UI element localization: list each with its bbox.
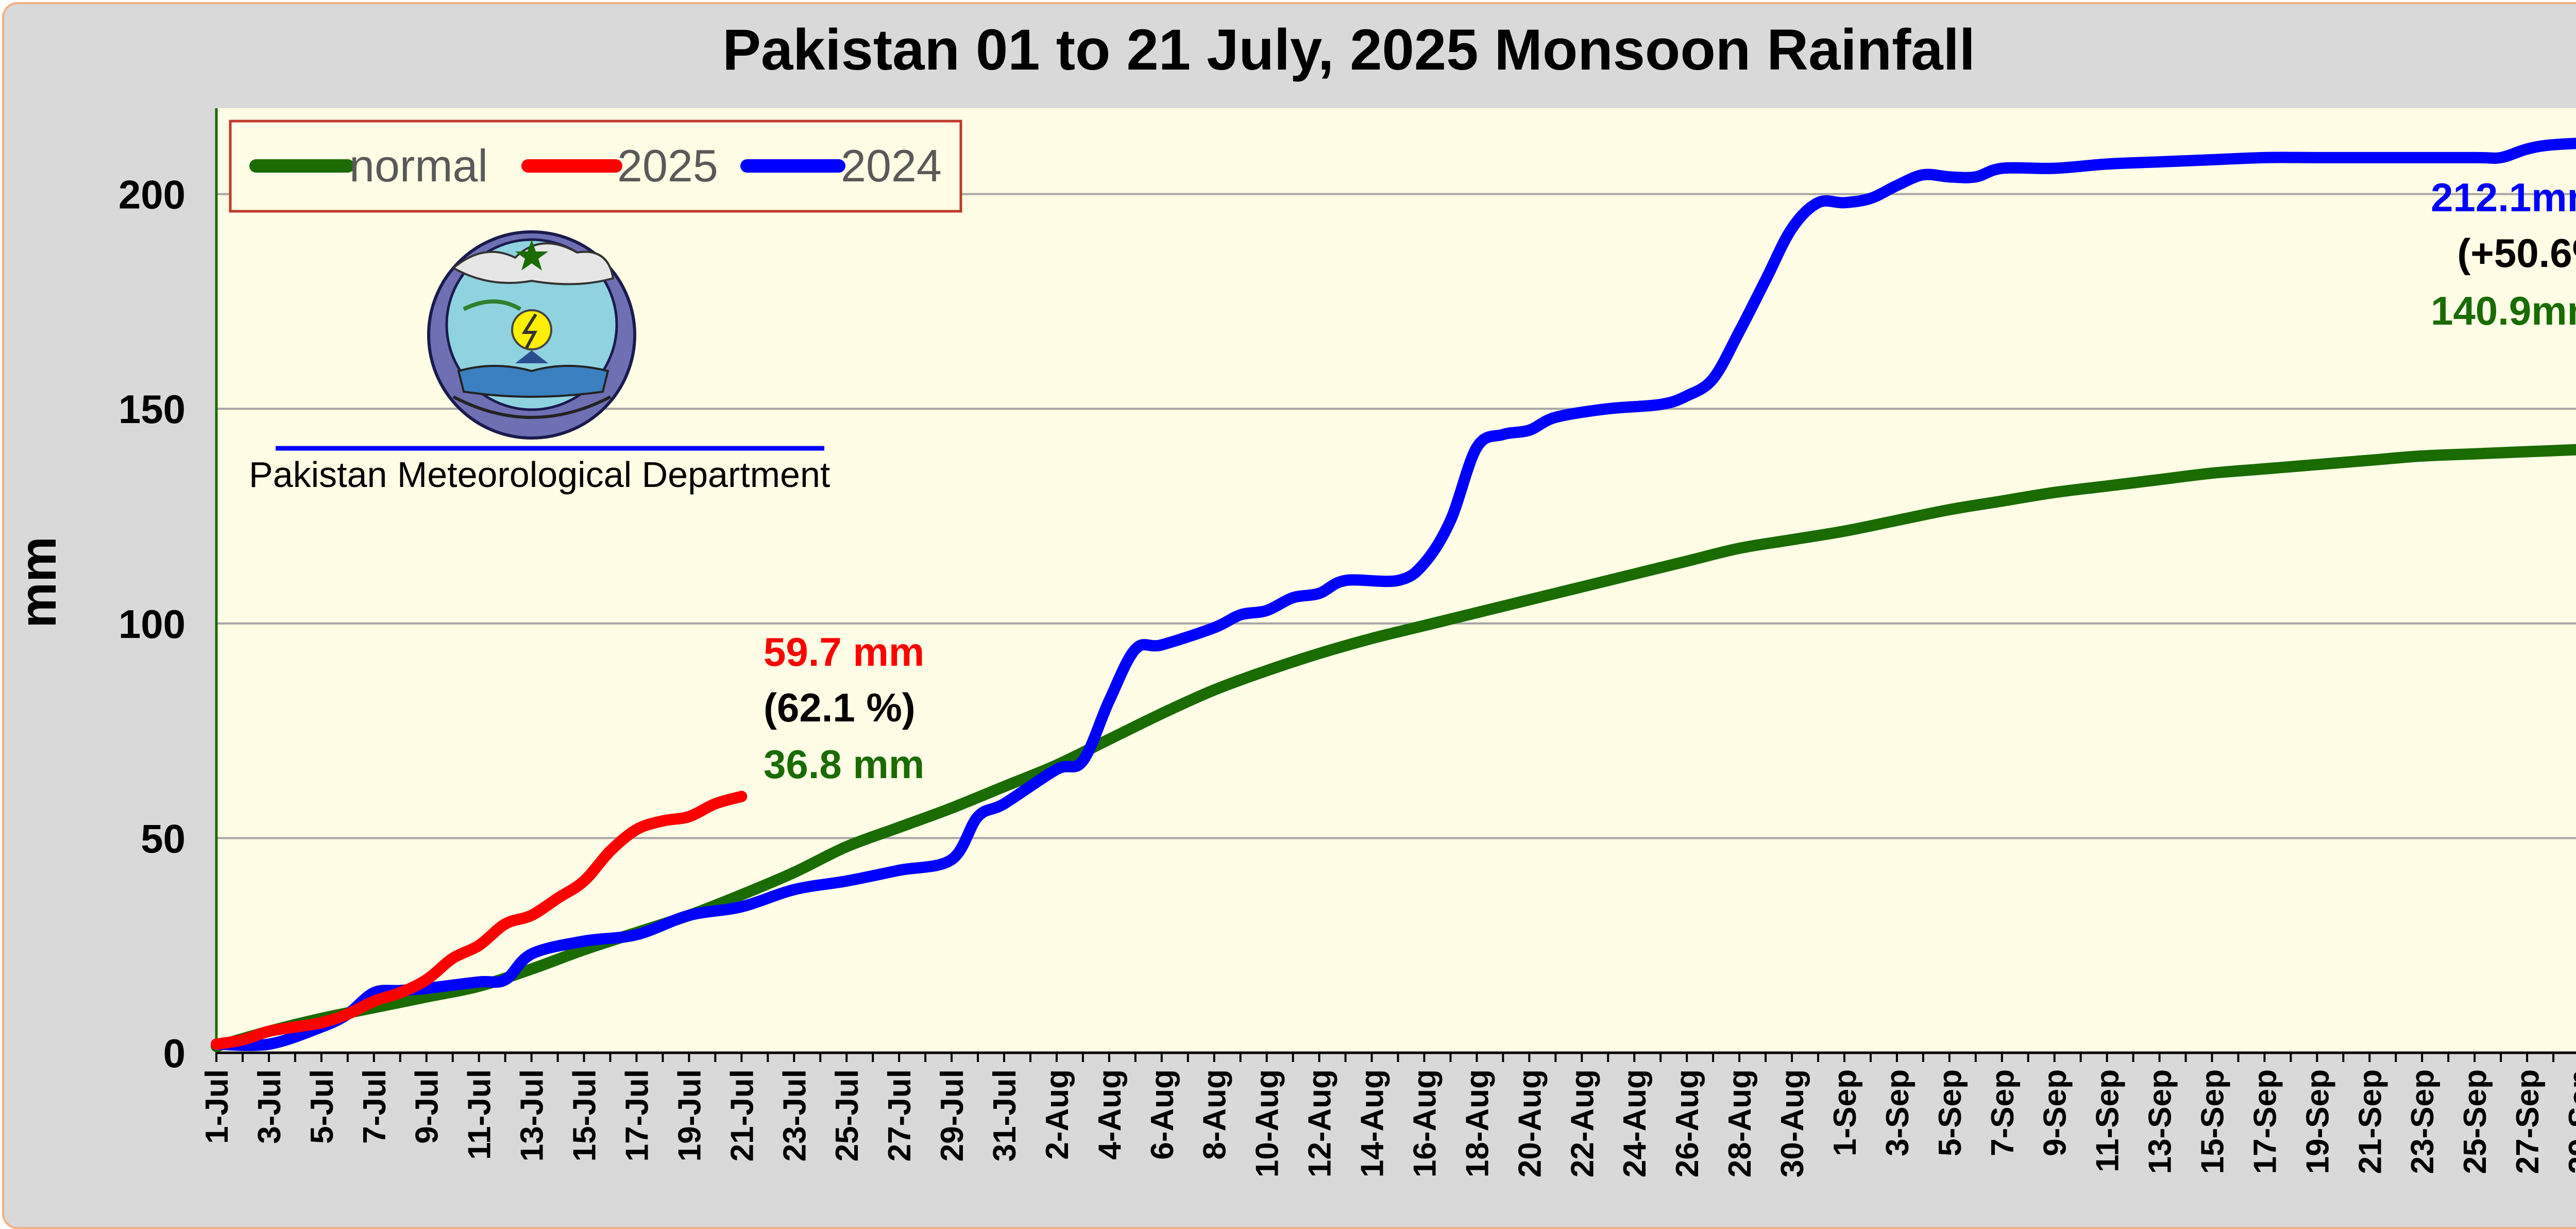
x-tick-label: 13-Jul (515, 1069, 550, 1161)
x-tick-label: 11-Sep (2090, 1069, 2126, 1172)
x-tick-label: 25-Sep (2458, 1069, 2493, 1174)
annotation-2024-percent: (+50.6%) (2457, 230, 2576, 276)
annotation-normal-season: 140.9mm (2431, 288, 2576, 333)
x-tick-label: 9-Sep (2038, 1069, 2073, 1156)
x-tick-label: 9-Jul (410, 1069, 445, 1144)
x-tick-label: 23-Sep (2405, 1069, 2441, 1174)
series-line-2025 (211, 790, 748, 1050)
x-tick-label: 30-Aug (1775, 1069, 1810, 1177)
logo-caption: Pakistan Meteorological Department (249, 454, 830, 495)
x-tick-label: 16-Aug (1407, 1069, 1443, 1177)
annotation-2025-percent: (62.1 %) (764, 685, 916, 730)
x-tick-label: 4-Aug (1092, 1069, 1128, 1160)
x-tick-label: 20-Aug (1512, 1069, 1548, 1177)
x-tick-label: 13-Sep (2143, 1069, 2178, 1174)
series-line-2024 (211, 138, 2576, 1051)
x-tick-label: 5-Jul (304, 1069, 340, 1144)
x-tick-label: 17-Jul (619, 1069, 655, 1161)
x-tick-label: 15-Sep (2195, 1069, 2230, 1174)
x-tick-label: 2-Aug (1040, 1069, 1075, 1160)
x-tick-label: 29-Jul (935, 1069, 970, 1161)
x-tick-label: 7-Sep (1985, 1069, 2021, 1156)
x-tick-label: 27-Sep (2510, 1069, 2546, 1174)
x-tick-label: 12-Aug (1302, 1069, 1338, 1177)
series-lines (211, 138, 2576, 1052)
x-tick-label: 21-Sep (2352, 1069, 2388, 1174)
chart-title: Pakistan 01 to 21 July, 2025 Monsoon Rai… (722, 18, 1975, 82)
x-tick-label: 7-Jul (357, 1069, 393, 1144)
pmd-emblem-icon (276, 230, 824, 451)
x-tick-label: 18-Aug (1460, 1069, 1495, 1177)
x-tick-label: 28-Aug (1722, 1069, 1758, 1177)
x-tick-label: 8-Aug (1197, 1069, 1233, 1160)
x-tick-label: 14-Aug (1355, 1069, 1391, 1177)
legend: normal 2025 2024 (229, 120, 962, 213)
axes (215, 108, 2576, 1062)
x-tick-label: 15-Jul (567, 1069, 603, 1161)
x-tick-label: 19-Jul (672, 1069, 707, 1161)
x-tick-label: 5-Sep (1933, 1069, 1968, 1156)
x-tick-label: 3-Jul (252, 1069, 287, 1144)
x-tick-label: 3-Sep (1880, 1069, 1916, 1156)
x-tick-label: 11-Jul (462, 1069, 498, 1160)
y-tick-label: 50 (141, 816, 185, 861)
y-tick-labels: 0 50 100 150 200 (118, 172, 185, 1076)
x-tick-label: 17-Sep (2247, 1069, 2283, 1174)
x-tick-label: 21-Jul (724, 1069, 760, 1161)
x-tick-label: 27-Jul (882, 1069, 918, 1161)
x-tick-label: 25-Jul (829, 1069, 865, 1161)
y-tick-label: 100 (118, 601, 185, 647)
y-tick-label: 0 (163, 1031, 185, 1076)
x-tick-label: 31-Jul (987, 1069, 1023, 1161)
x-tick-label: 1-Jul (199, 1069, 235, 1144)
x-tick-label: 10-Aug (1250, 1069, 1285, 1177)
x-tick-label: 26-Aug (1670, 1069, 1705, 1177)
y-tick-label: 150 (118, 386, 185, 432)
x-tick-label: 29-Sep (2563, 1069, 2576, 1174)
legend-label-2025: 2025 (617, 140, 718, 191)
x-tick-label: 23-Jul (777, 1069, 812, 1161)
legend-label-normal: normal (349, 140, 488, 191)
x-tick-label: 22-Aug (1565, 1069, 1600, 1177)
x-tick-label: 19-Sep (2300, 1069, 2335, 1174)
x-tick-label: 1-Sep (1827, 1069, 1863, 1156)
x-tick-labels: 1-Jul 3-Jul 5-Jul 7-Jul 9-Jul 11-Jul 13-Jul 15-… (199, 1069, 2576, 1177)
legend-label-2024: 2024 (841, 140, 942, 191)
annotation-2025-total: 59.7 mm (764, 629, 924, 675)
x-tick-label: 24-Aug (1617, 1069, 1653, 1177)
y-axis-label: mm (9, 536, 67, 628)
x-tick-label: 6-Aug (1145, 1069, 1180, 1160)
annotation-normal-to-date: 36.8 mm (764, 742, 924, 787)
y-tick-label: 200 (118, 172, 185, 217)
annotation-2024-total: 212.1mm (2431, 175, 2576, 220)
